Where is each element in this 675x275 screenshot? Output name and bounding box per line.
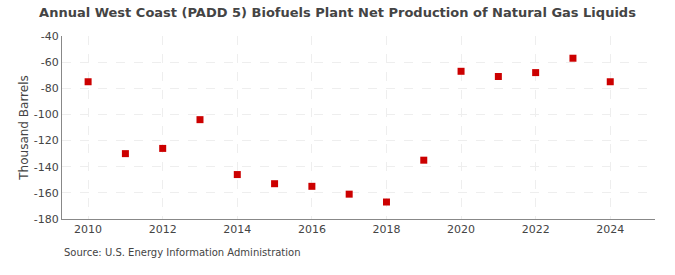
svg-text:-100: -100 <box>34 108 59 121</box>
svg-text:2024: 2024 <box>596 223 624 236</box>
svg-text:2018: 2018 <box>372 223 400 236</box>
svg-text:-120: -120 <box>34 134 59 147</box>
svg-text:-160: -160 <box>34 187 59 200</box>
svg-text:-140: -140 <box>34 161 59 174</box>
svg-text:2012: 2012 <box>149 223 177 236</box>
svg-text:-40: -40 <box>41 30 59 43</box>
svg-text:Thousand Barrels: Thousand Barrels <box>17 75 31 180</box>
svg-text:Annual West Coast (PADD 5) Bio: Annual West Coast (PADD 5) Biofuels Plan… <box>39 5 636 20</box>
svg-text:-60: -60 <box>41 56 59 69</box>
svg-text:2010: 2010 <box>74 223 102 236</box>
svg-text:Source: U.S. Energy Informatio: Source: U.S. Energy Information Administ… <box>64 247 301 258</box>
svg-text:2016: 2016 <box>298 223 326 236</box>
svg-text:2014: 2014 <box>223 223 251 236</box>
svg-text:-180: -180 <box>34 213 59 226</box>
svg-text:-80: -80 <box>41 82 59 95</box>
svg-text:2020: 2020 <box>447 223 475 236</box>
svg-text:2022: 2022 <box>522 223 550 236</box>
